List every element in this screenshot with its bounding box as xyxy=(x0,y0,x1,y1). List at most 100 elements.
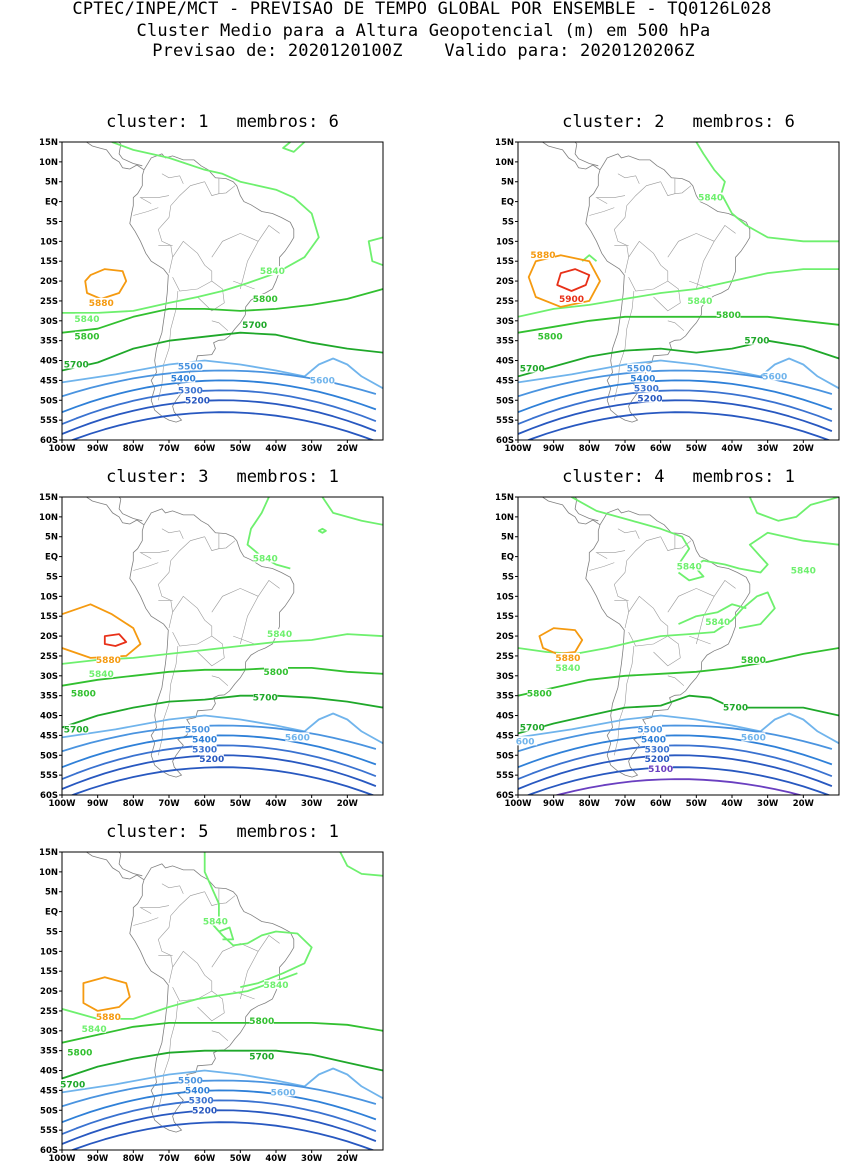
contour-label-bg xyxy=(791,565,816,575)
contour-5800 xyxy=(62,667,383,687)
contour-label: 5500 xyxy=(178,1076,203,1086)
contour-label-bg xyxy=(96,1011,121,1021)
country-border xyxy=(204,181,236,196)
lat-label: 15S xyxy=(40,612,58,622)
contour-label-bg xyxy=(192,734,217,744)
contour-5500 xyxy=(62,724,377,753)
country-border xyxy=(204,891,236,906)
contour-label: 5700 xyxy=(520,723,545,733)
country-border xyxy=(133,207,159,216)
contour-label: 5880 xyxy=(96,656,121,666)
coastline xyxy=(85,497,145,526)
members-label: membros: xyxy=(236,822,319,842)
lat-label: 5S xyxy=(46,572,58,582)
lon-label: 100W xyxy=(48,799,76,809)
contour-label: 5880 xyxy=(96,1013,121,1023)
contour-label: 5840 xyxy=(791,566,816,576)
lat-label: EQ xyxy=(501,198,514,208)
cluster-panel-4: cluster: 4 membros: 1 15N 10N 5N EQ 5S 10S 15S 20… xyxy=(456,467,847,809)
contour-label-bg xyxy=(538,331,563,341)
contour-label: 5600 xyxy=(310,376,335,386)
contour-label-bg xyxy=(559,293,584,303)
contour-label-bg xyxy=(271,1087,296,1097)
members-count: 1 xyxy=(328,467,339,487)
contour-label: 5500 xyxy=(178,362,203,372)
coastline xyxy=(585,508,751,778)
contour-5840 xyxy=(748,497,839,522)
lat-label: 25S xyxy=(40,1007,58,1017)
panel-title: cluster: 2 membros: 6 xyxy=(516,112,841,132)
map-plot: 15N 10N 5N EQ 5S 10S 15S 20S 25S 30S 35S 40S 45S 50S 5… xyxy=(39,848,384,1164)
contour-label-bg xyxy=(744,335,769,345)
lon-label: 40W xyxy=(721,799,743,809)
members-count: 1 xyxy=(328,822,339,842)
contour-5200 xyxy=(70,411,376,440)
contour-label-bg xyxy=(716,309,741,319)
contour-label-bg xyxy=(199,754,224,764)
contour-label-bg xyxy=(185,1085,210,1095)
panel-title: cluster: 5 membros: 1 xyxy=(60,822,385,842)
country-border xyxy=(139,550,170,559)
coastline xyxy=(541,497,601,526)
lat-label: 5N xyxy=(501,533,514,543)
contour-5200 xyxy=(526,766,832,795)
contour-label-bg xyxy=(630,373,655,383)
lat-label: 45S xyxy=(40,376,58,386)
contour-label: 5700 xyxy=(64,360,89,370)
contour-label: 5200 xyxy=(185,396,210,406)
lat-label: 55S xyxy=(496,771,514,781)
contour-5400 xyxy=(518,379,833,414)
contour-label: 5800 xyxy=(741,656,766,666)
contour-label: 5500 xyxy=(637,725,662,735)
lat-label: 15N xyxy=(495,493,514,503)
cluster-label: cluster: xyxy=(562,467,644,487)
country-border xyxy=(667,588,715,645)
map-frame xyxy=(61,496,384,796)
lat-label: 45S xyxy=(40,1086,58,1096)
lat-label: 20S xyxy=(40,987,58,997)
contour-label: 5840 xyxy=(203,918,228,928)
contour-label-bg xyxy=(723,702,748,712)
lon-label: 30W xyxy=(301,1154,323,1164)
contour-5200 xyxy=(518,754,833,790)
contour-label: 5700 xyxy=(242,321,267,331)
contour-label-bg xyxy=(634,383,659,393)
contour-label-bg xyxy=(555,652,580,662)
contour-label-bg xyxy=(687,295,712,305)
contour-label-bg xyxy=(74,313,99,323)
contour-label-bg xyxy=(264,980,288,990)
lon-label: 70W xyxy=(158,1154,180,1164)
contour-label-bg xyxy=(645,744,670,754)
contour-5840 xyxy=(203,852,313,988)
lat-label: 40S xyxy=(496,712,514,722)
lon-label: 20W xyxy=(793,799,815,809)
contour-label: 5300 xyxy=(645,745,670,755)
contour-label-bg xyxy=(698,192,723,202)
lat-label: 30S xyxy=(40,1027,58,1037)
contour-label-bg xyxy=(677,561,702,571)
contour-label-bg xyxy=(648,764,673,774)
contour-label-bg xyxy=(264,666,288,676)
lat-label: 55S xyxy=(40,771,58,781)
lon-label: 60W xyxy=(194,799,216,809)
contour-label-bg xyxy=(645,754,670,764)
contour-5900 xyxy=(103,633,128,647)
lon-label: 100W xyxy=(48,1154,76,1164)
contour-label: 5400 xyxy=(192,735,217,745)
contour-5880 xyxy=(538,627,584,655)
map-plot: 15N 10N 5N EQ 5S 10S 15S 20S 25S 30S 35S 40S 45S 50S 5… xyxy=(495,138,840,454)
lon-label: 90W xyxy=(87,444,109,454)
contour-label: 5800 xyxy=(527,690,552,700)
contour-label: 5700 xyxy=(253,694,278,704)
contour-label: 5880 xyxy=(89,299,114,309)
lon-label: 50W xyxy=(230,444,252,454)
lat-label: 5S xyxy=(502,572,514,582)
country-border xyxy=(211,588,259,645)
members-count: 6 xyxy=(784,112,795,132)
contour-label-bg xyxy=(249,1051,274,1061)
contour-label: 5840 xyxy=(705,618,730,628)
contour-label: 600 xyxy=(516,737,535,747)
contour-5200 xyxy=(62,1109,377,1145)
contour-label: 5600 xyxy=(762,372,787,382)
contour-label-bg xyxy=(178,361,203,371)
